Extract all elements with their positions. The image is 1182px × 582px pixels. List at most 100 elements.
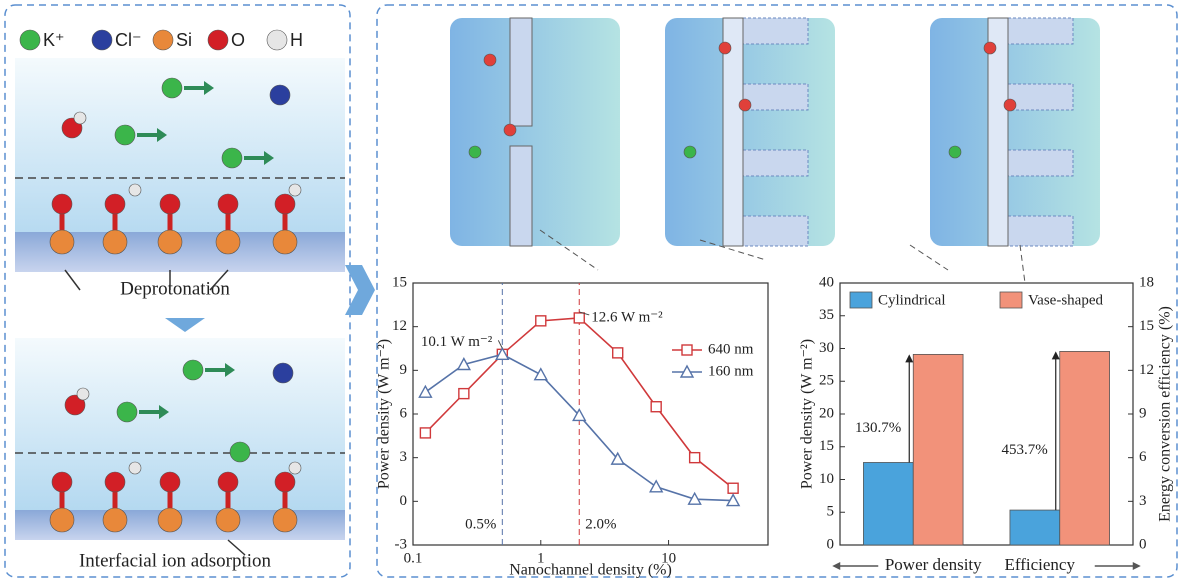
annotation: 453.7%: [1002, 442, 1048, 458]
si-atom: [215, 229, 241, 255]
motion-arrow: [159, 405, 169, 419]
x-tick-label: 1: [537, 550, 545, 566]
down-arrow: [165, 318, 205, 332]
legend-label: 640 nm: [708, 341, 754, 357]
y-tick-label: 40: [819, 274, 834, 290]
si-atom: [102, 507, 128, 533]
legend-swatch: [999, 291, 1023, 309]
increase-arrow-head: [1051, 351, 1060, 360]
ion-swatch: [266, 29, 288, 51]
connector: [909, 244, 949, 271]
ion: [983, 41, 997, 55]
k-ion: [182, 359, 204, 381]
o-atom: [104, 471, 126, 493]
y-tick-label: 12: [1139, 362, 1154, 378]
cl-ion: [269, 84, 291, 106]
left-frame: [4, 4, 351, 578]
y-tick-label: 9: [400, 362, 408, 378]
y-tick-label: 30: [819, 340, 834, 356]
si-atom: [49, 507, 75, 533]
k-ion: [161, 77, 183, 99]
o-atom: [159, 471, 181, 493]
h-atom: [288, 461, 302, 475]
k-ion: [221, 147, 243, 169]
y-tick-label: 6: [1139, 449, 1147, 465]
x-axis-label: Nanochannel density (%): [509, 562, 672, 579]
annotation: 12.6 W m⁻²: [591, 309, 663, 325]
legend-label: 160 nm: [708, 363, 754, 379]
k-ion: [116, 401, 138, 423]
direction-arrow-head: [832, 562, 841, 570]
h-atom: [128, 461, 142, 475]
ion: [483, 53, 497, 67]
y-axis-label: Power density (W m⁻²): [376, 339, 393, 489]
y-tick-label: 25: [819, 373, 834, 389]
o-atom: [274, 193, 296, 215]
bar: [863, 462, 914, 546]
y-tick-label: 0: [1139, 536, 1147, 552]
x-tick-label: 10: [661, 550, 676, 566]
flow-arrow: [345, 265, 375, 315]
data-point: [725, 493, 741, 507]
data-point: [573, 312, 585, 324]
y-axis-label: Power density (W m⁻²): [799, 339, 816, 489]
ion-legend: O: [231, 30, 245, 50]
o-atom: [104, 193, 126, 215]
x-tick-label: 0.1: [404, 550, 423, 566]
motion-arrow: [157, 128, 167, 142]
channel-panel: [450, 18, 620, 246]
ion-swatch: [91, 29, 113, 51]
data-point: [650, 401, 662, 413]
data-point: [495, 346, 510, 361]
ion-legend: K⁺: [43, 30, 65, 50]
channel-panel: [665, 18, 835, 246]
legend-label: Vase-shaped: [1028, 292, 1103, 308]
y-tick-label: 9: [1139, 405, 1147, 421]
y-tick-label: 0: [400, 493, 408, 509]
y-tick-label: 35: [819, 307, 834, 323]
y-tick-label: 0: [827, 536, 835, 552]
si-atom: [157, 507, 183, 533]
y-tick-label: 15: [392, 274, 407, 290]
y-tick-label: 3: [400, 449, 408, 465]
o-atom: [274, 471, 296, 493]
data-point: [458, 387, 470, 400]
legend-swatch: [849, 291, 873, 309]
direction-arrow-head: [1132, 562, 1141, 570]
data-point: [612, 347, 624, 359]
bar: [912, 353, 964, 546]
annotation: 130.7%: [855, 420, 901, 436]
connector: [539, 229, 599, 271]
connector: [1019, 244, 1026, 284]
data-point: [649, 479, 664, 493]
si-atom: [215, 507, 241, 533]
ion: [948, 145, 962, 159]
water-h: [76, 387, 90, 401]
y-tick-label: 6: [400, 405, 408, 421]
y-tick-label: 3: [1139, 493, 1147, 509]
y-tick-label: 5: [827, 504, 835, 520]
bar: [1059, 351, 1110, 546]
data-point: [610, 451, 625, 465]
motion-arrow: [225, 363, 235, 377]
membrane: [509, 17, 533, 127]
si-atom: [157, 229, 183, 255]
bar: [1009, 509, 1061, 546]
si-atom: [272, 507, 298, 533]
data-point: [727, 482, 739, 494]
ion-legend: H: [290, 30, 303, 50]
reference-label: 0.5%: [465, 516, 496, 532]
annotation: 10.1 W m⁻²: [421, 334, 493, 350]
o-atom: [159, 193, 181, 215]
data-point: [533, 367, 548, 381]
data-point: [679, 364, 695, 378]
water-h: [73, 111, 87, 125]
y-tick-label: 20: [819, 405, 834, 421]
data-point: [687, 491, 702, 505]
si-atom: [102, 229, 128, 255]
o-atom: [51, 471, 73, 493]
membrane-core: [722, 17, 744, 247]
data-point: [419, 427, 432, 439]
